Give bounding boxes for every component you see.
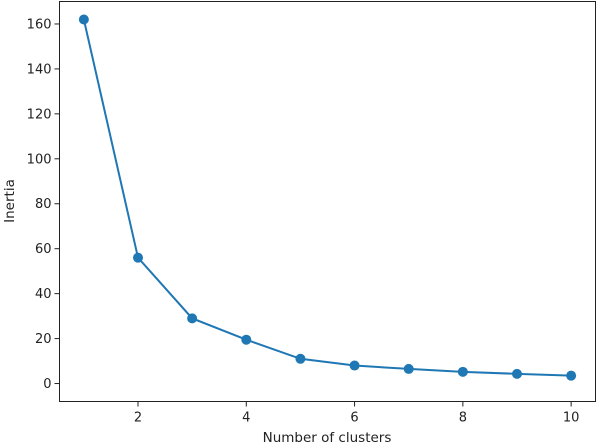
x-tick-label-8: 8 (459, 411, 467, 426)
data-point-6 (349, 360, 360, 371)
y-tick-label-160: 160 (27, 17, 52, 32)
y-tick-label-40: 40 (35, 287, 52, 302)
data-point-9 (511, 368, 522, 379)
x-tick-label-2: 2 (134, 411, 142, 426)
x-axis-label: Number of clusters (263, 430, 392, 445)
data-point-5 (295, 353, 306, 364)
x-tick-label-4: 4 (242, 411, 250, 426)
plot-frame (59, 1, 596, 402)
data-point-7 (403, 363, 414, 374)
y-axis: 0 20 40 60 80 100 120 140 160 (27, 17, 60, 392)
x-axis: 2 4 6 8 10 (134, 401, 580, 426)
data-point-2 (133, 252, 144, 263)
y-tick-label-140: 140 (27, 62, 52, 77)
y-axis-label: Inertia (2, 179, 18, 223)
y-tick-label-20: 20 (35, 332, 52, 347)
y-tick-label-100: 100 (27, 152, 52, 167)
y-tick-label-60: 60 (35, 242, 52, 257)
data-point-1 (78, 14, 89, 25)
data-point-4 (241, 334, 252, 345)
data-point-8 (457, 366, 468, 377)
y-tick-label-0: 0 (43, 377, 51, 392)
data-point-3 (187, 313, 198, 324)
series-line-0 (82, 19, 572, 377)
data-point-10 (566, 370, 577, 381)
x-tick-label-6: 6 (350, 411, 358, 426)
y-tick-label-80: 80 (35, 197, 52, 212)
x-tick-label-10: 10 (563, 411, 580, 426)
y-tick-label-120: 120 (27, 107, 52, 122)
series-group (78, 14, 577, 381)
